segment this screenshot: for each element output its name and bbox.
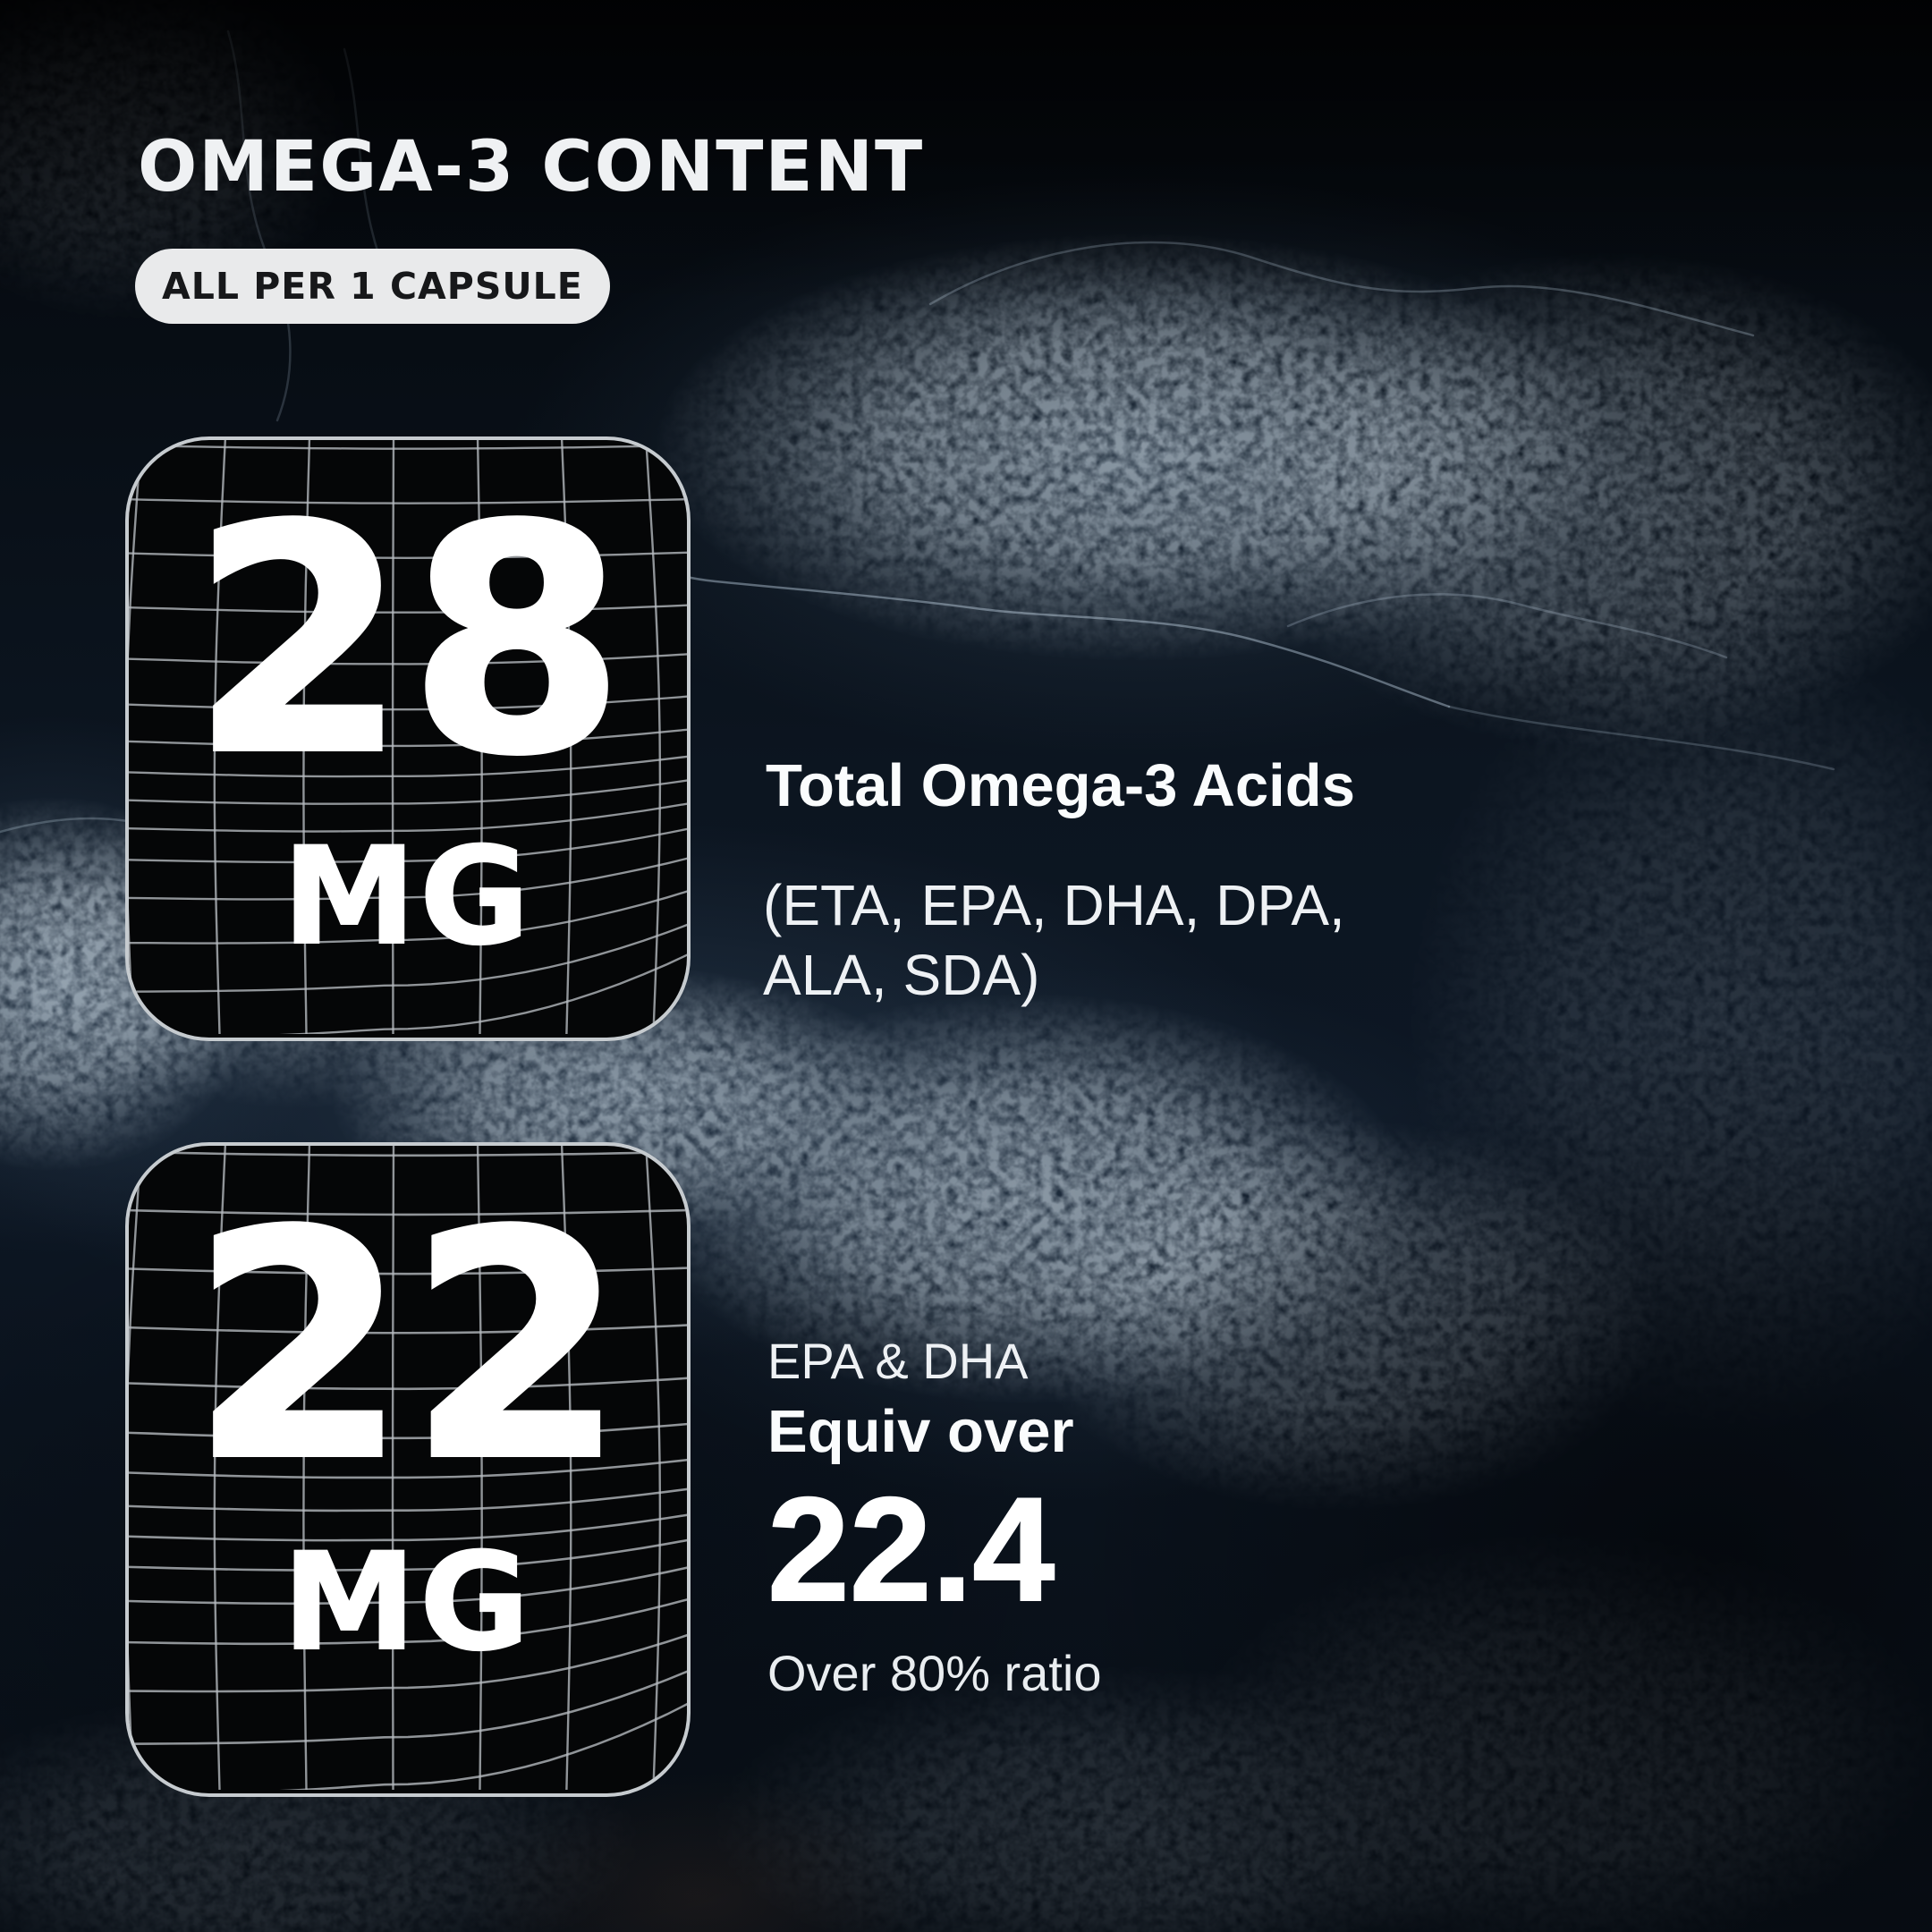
- stat-card-epa-dha: 22 MG: [125, 1142, 691, 1797]
- warped-grid-pattern: [129, 1146, 687, 1790]
- warped-grid-pattern: [129, 440, 687, 1034]
- per-capsule-badge: ALL PER 1 CAPSULE: [135, 249, 610, 324]
- stat-value-total: 28: [188, 459, 627, 824]
- epa-dha-intro: EPA & DHA: [767, 1333, 1029, 1389]
- stat-unit-total: MG: [282, 819, 534, 975]
- stat-card-total-omega3: 28 MG: [125, 436, 691, 1041]
- total-omega3-heading: Total Omega-3 Acids: [766, 752, 1355, 819]
- acids-list-line1: (ETA, EPA, DHA, DPA,: [763, 873, 1345, 937]
- ratio-footnote: Over 80% ratio: [767, 1645, 1102, 1701]
- page-title: OMEGA-3 CONTENT: [138, 127, 925, 208]
- total-omega3-acids-list: (ETA, EPA, DHA, DPA, ALA, SDA): [763, 870, 1345, 1010]
- equiv-value: 22.4: [767, 1467, 1055, 1631]
- stat-value-epa-dha: 22: [188, 1165, 627, 1530]
- stat-unit-epa-dha: MG: [282, 1525, 534, 1681]
- acids-list-line2: ALA, SDA): [763, 943, 1040, 1007]
- equiv-label: Equiv over: [767, 1398, 1074, 1465]
- per-capsule-badge-label: ALL PER 1 CAPSULE: [162, 265, 583, 308]
